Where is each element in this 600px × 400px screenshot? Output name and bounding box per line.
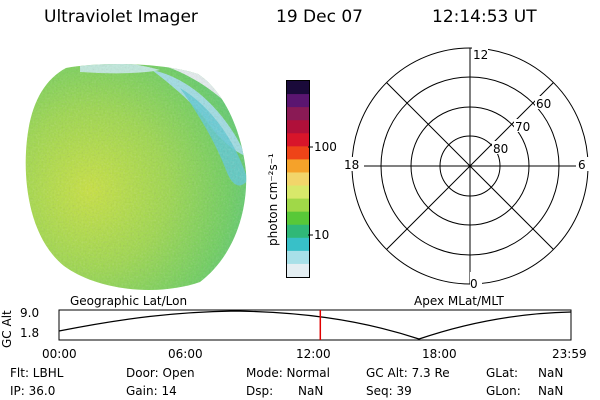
colorbar-band [287, 133, 309, 147]
colorbar-gradient [287, 81, 309, 278]
polar-diagonal-2 [386, 82, 554, 250]
colorbar-band [287, 237, 309, 252]
colorbar [286, 80, 310, 278]
polar-plot: 12 18 6 0 60 70 80 [342, 47, 590, 291]
seq-info: Seq: 39 [366, 384, 412, 398]
mlt-label-bottom: 0 [470, 277, 478, 291]
colorbar-band [287, 81, 309, 95]
glat-label: GLat: [486, 366, 519, 380]
colorbar-band [287, 211, 309, 226]
ip-info: IP: 36.0 [10, 384, 56, 398]
time-tick-4: 23:59 [552, 347, 587, 361]
dsp-value: NaN [298, 384, 324, 398]
date-label: 19 Dec 07 [276, 7, 363, 27]
colorbar-band [287, 120, 309, 134]
time-tick-0: 00:00 [42, 347, 77, 361]
colorbar-band [287, 107, 309, 121]
timeline-frame [58, 309, 572, 341]
imager-title: Ultraviolet Imager [44, 7, 198, 27]
colorbar-tick-10: 10 [314, 228, 330, 242]
time-tick-2: 12:00 [296, 347, 331, 361]
time-tick-1: 06:00 [168, 347, 203, 361]
dsp-label: Dsp: [246, 384, 274, 398]
gc-alt-tick-bottom: 1.8 [20, 326, 40, 340]
gc-alt-info: GC Alt: 7.3 Re [366, 366, 450, 380]
filter-info: Flt: LBHL [10, 366, 64, 380]
mlat-label-70: 70 [515, 120, 530, 134]
colorbar-unit-label: photon cm⁻²s⁻¹ [266, 153, 280, 246]
timeline-right-label: Apex MLat/MLT [414, 294, 504, 308]
colorbar-band [287, 172, 309, 187]
colorbar-tick-100: 100 [314, 140, 337, 154]
colorbar-band [287, 250, 309, 265]
mode-info: Mode: Normal [246, 366, 330, 380]
glon-value: NaN [538, 384, 564, 398]
mlt-label-right: 6 [578, 158, 586, 172]
colorbar-band [287, 159, 309, 173]
colorbar-band [287, 146, 309, 160]
colorbar-tick-marks [308, 146, 313, 236]
auroral-image [25, 64, 247, 290]
altitude-timeline [58, 309, 572, 341]
timeline-left-label: Geographic Lat/Lon [70, 294, 188, 308]
colorbar-band [287, 185, 309, 200]
colorbar-band [287, 224, 309, 239]
mlt-label-left: 18 [344, 158, 359, 172]
altitude-curve [58, 310, 572, 340]
glat-value: NaN [538, 366, 564, 380]
colorbar-band [287, 198, 309, 213]
gc-alt-tick-top: 9.0 [20, 306, 40, 320]
gain-info: Gain: 14 [126, 384, 177, 398]
mlt-label-top: 12 [473, 48, 488, 62]
time-label: 12:14:53 UT [432, 7, 537, 27]
colorbar-band [287, 263, 309, 278]
mlat-label-80: 80 [493, 142, 508, 156]
glon-label: GLon: [486, 384, 521, 398]
door-info: Door: Open [126, 366, 195, 380]
colorbar-band [287, 94, 309, 108]
mlat-label-60: 60 [536, 97, 551, 111]
gc-alt-axis-label: GC Alt [0, 310, 14, 348]
time-tick-3: 18:00 [422, 347, 457, 361]
